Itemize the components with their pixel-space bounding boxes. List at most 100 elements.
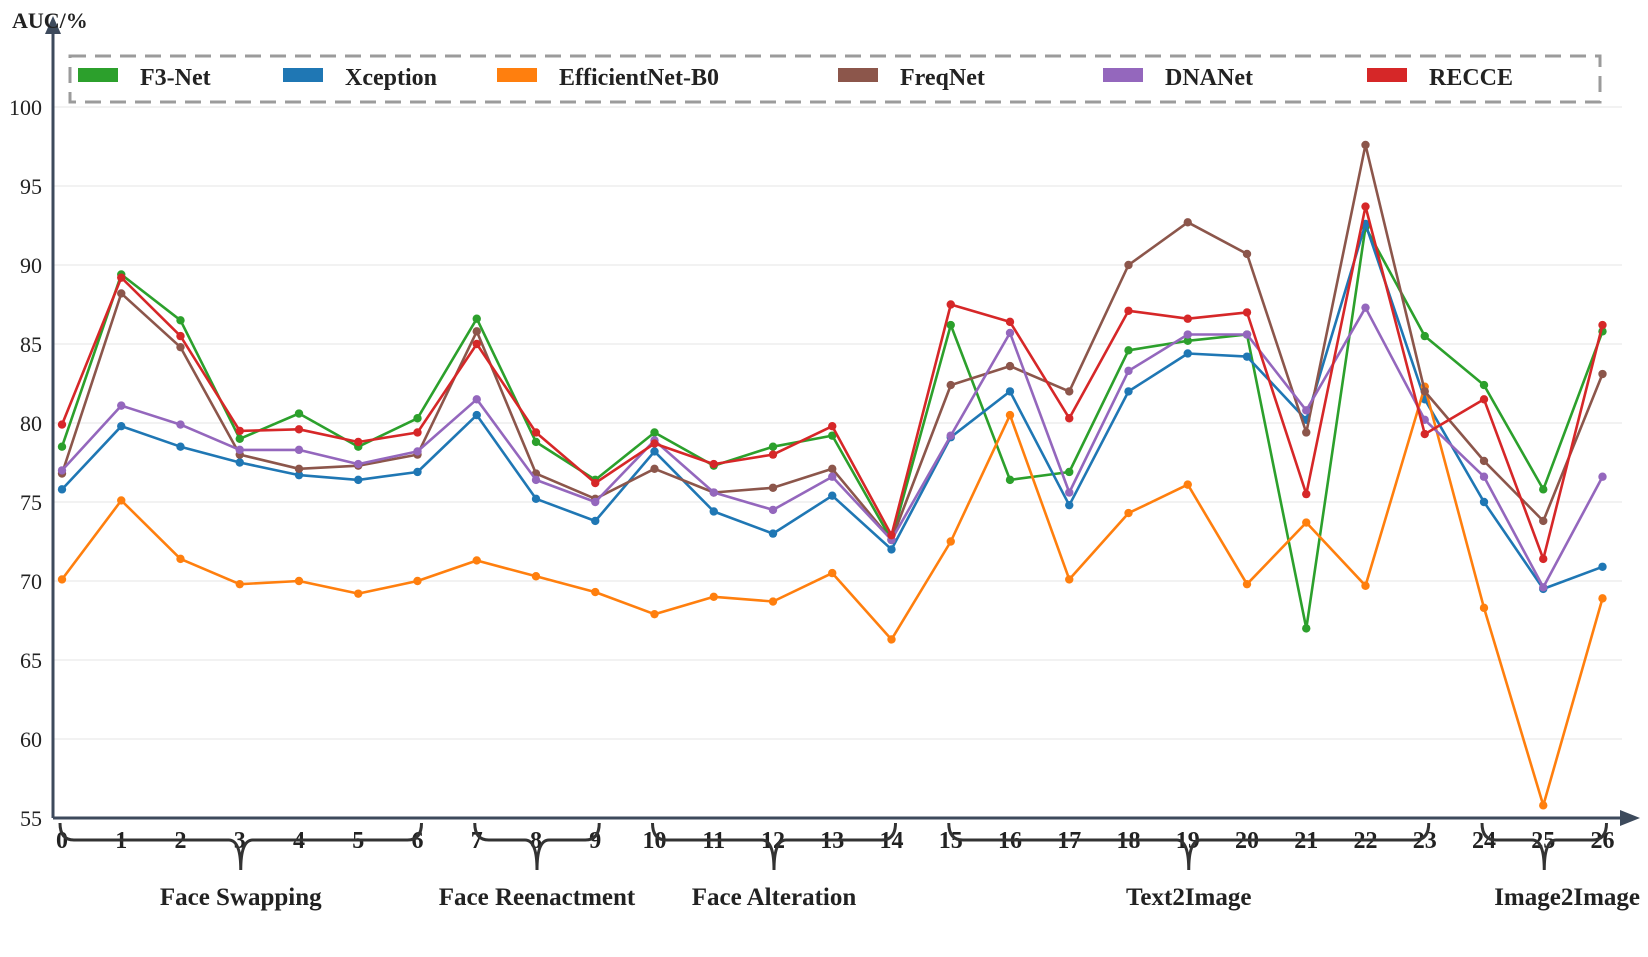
- series-line: [61, 306, 1604, 589]
- series-line: [61, 222, 1603, 591]
- data-point: [1598, 562, 1607, 571]
- data-point: [294, 425, 304, 434]
- data-point: [294, 470, 304, 480]
- data-point: [117, 273, 126, 282]
- data-point: [1361, 581, 1370, 590]
- data-point: [1124, 387, 1133, 396]
- x-axis-arrow: [1620, 810, 1640, 826]
- data-point: [887, 545, 896, 554]
- y-tick-label: 100: [9, 95, 42, 120]
- data-point: [1420, 331, 1429, 341]
- data-point: [1065, 500, 1074, 510]
- group-bracket: [473, 822, 601, 871]
- data-point: [294, 409, 304, 418]
- data-point: [768, 442, 778, 451]
- data-point: [294, 576, 304, 586]
- data-point: [176, 420, 185, 429]
- data-point: [709, 592, 718, 601]
- data-point: [531, 437, 541, 447]
- data-point: [57, 420, 67, 429]
- data-point: [472, 556, 481, 565]
- y-tick-label: 65: [20, 648, 42, 673]
- data-point: [946, 537, 955, 546]
- data-point: [650, 447, 659, 456]
- data-point: [176, 331, 185, 341]
- data-point: [472, 410, 481, 420]
- data-point: [1242, 249, 1252, 259]
- data-point: [591, 478, 600, 488]
- data-point: [1302, 518, 1311, 527]
- data-point: [176, 442, 185, 451]
- data-point: [1361, 202, 1370, 211]
- data-point: [57, 442, 67, 451]
- legend-swatch: [283, 68, 323, 82]
- group-label: Face Swapping: [160, 884, 322, 911]
- data-point: [1065, 387, 1074, 396]
- data-point: [1005, 475, 1015, 485]
- data-point: [57, 575, 67, 584]
- data-point: [235, 426, 244, 436]
- series-dnanet: [57, 303, 1607, 592]
- data-point: [1065, 575, 1074, 584]
- legend-border: [68, 54, 1602, 104]
- data-point: [1539, 485, 1548, 494]
- group-bracket: [1480, 822, 1608, 871]
- data-point: [354, 437, 363, 447]
- data-point: [828, 491, 837, 500]
- data-point: [235, 434, 244, 443]
- data-point: [1005, 361, 1015, 371]
- data-point: [1242, 308, 1252, 317]
- y-tick-labels: 55 60 65 70 75 80 85 90 95 100: [9, 95, 42, 831]
- y-tick-label: 70: [20, 569, 42, 594]
- legend-label: DNANet: [1165, 65, 1253, 91]
- x-tick-label: 0: [56, 828, 68, 854]
- data-point: [1005, 328, 1015, 338]
- data-point: [57, 466, 67, 475]
- data-point: [354, 459, 363, 469]
- series-xception: [57, 219, 1607, 594]
- series-lines: [57, 140, 1607, 810]
- data-point: [354, 589, 363, 598]
- axes: [45, 16, 1640, 826]
- y-tick-label: 90: [20, 253, 42, 278]
- y-axis-arrow: [45, 16, 61, 34]
- data-point: [1539, 554, 1548, 564]
- data-point: [1124, 306, 1133, 316]
- data-point: [1005, 387, 1015, 396]
- data-point: [176, 342, 185, 352]
- legend-swatch: [497, 68, 537, 82]
- data-point: [1598, 320, 1607, 330]
- grid-lines: [53, 106, 1622, 740]
- data-point: [1124, 260, 1133, 270]
- data-point: [1598, 594, 1607, 603]
- data-point: [531, 572, 541, 581]
- data-point: [1479, 395, 1489, 404]
- data-point: [768, 450, 778, 459]
- data-point: [1598, 369, 1607, 379]
- data-point: [1420, 429, 1429, 439]
- data-point: [1539, 583, 1548, 592]
- data-point: [828, 464, 837, 474]
- data-point: [1183, 349, 1192, 358]
- data-point: [650, 464, 659, 474]
- data-point: [413, 414, 422, 423]
- y-tick-label: 85: [20, 332, 42, 357]
- data-point: [709, 507, 718, 516]
- data-point: [887, 635, 896, 644]
- data-point: [946, 431, 955, 440]
- data-point: [117, 496, 126, 505]
- series-freqnet: [57, 140, 1607, 545]
- data-point: [1361, 140, 1370, 150]
- group-bracket: [651, 822, 897, 871]
- data-point: [235, 458, 244, 467]
- data-point: [650, 428, 659, 437]
- data-point: [1479, 497, 1489, 507]
- data-point: [1242, 579, 1252, 589]
- data-point: [828, 472, 837, 481]
- data-point: [1479, 603, 1489, 613]
- series-recce: [57, 202, 1607, 564]
- data-point: [1302, 489, 1311, 499]
- series-efficientnet-b0: [57, 382, 1607, 810]
- data-point: [472, 327, 481, 336]
- data-point: [1420, 387, 1429, 396]
